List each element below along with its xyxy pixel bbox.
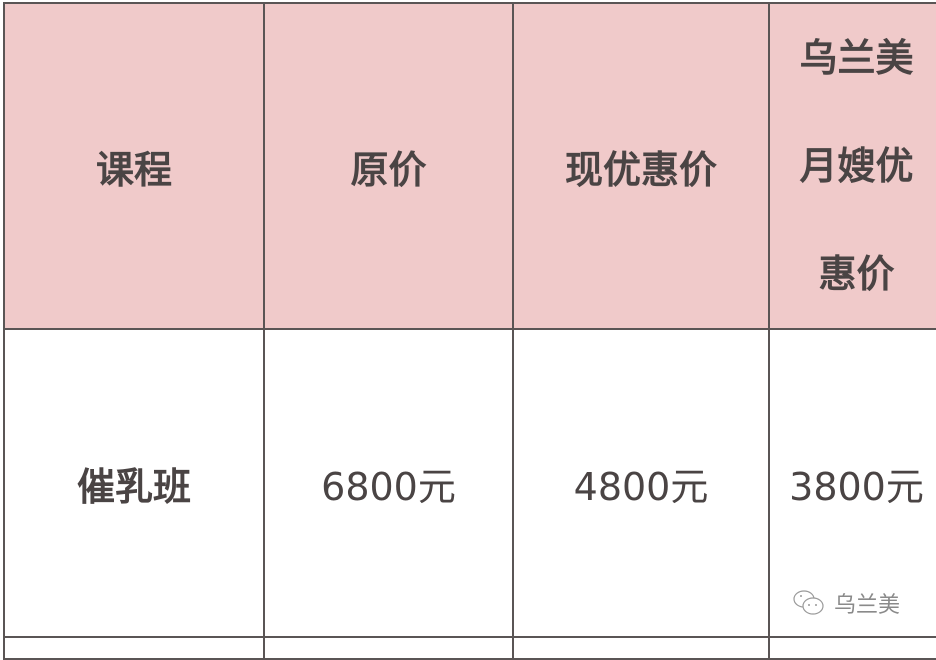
table-row-partial xyxy=(3,636,936,660)
watermark-text: 乌兰美 xyxy=(834,593,901,618)
cell-course: 催乳班 xyxy=(3,328,265,638)
empty-cell xyxy=(768,636,936,660)
header-member-price-line: 月嫂优 xyxy=(799,144,914,188)
watermark: 乌兰美 xyxy=(792,587,900,619)
empty-cell xyxy=(263,636,514,660)
header-row: 课程 原价 现优惠价 乌兰美 月嫂优 惠价 xyxy=(3,2,936,330)
wechat-icon xyxy=(793,590,824,615)
price-table: 课程 原价 现优惠价 乌兰美 月嫂优 惠价 催乳班 6800元 4800元 38… xyxy=(3,2,936,660)
header-original-price: 原价 xyxy=(263,2,514,330)
header-discount-price: 现优惠价 xyxy=(512,2,770,330)
cell-original-price: 6800元 xyxy=(263,328,514,638)
header-member-price-line: 乌兰美 xyxy=(799,36,914,80)
table-row: 催乳班 6800元 4800元 3800元 xyxy=(3,328,936,638)
cell-discount-price: 4800元 xyxy=(512,328,770,638)
cell-member-price: 3800元 xyxy=(768,328,936,638)
empty-cell xyxy=(3,636,265,660)
empty-cell xyxy=(512,636,770,660)
header-member-price-line: 惠价 xyxy=(818,252,895,296)
header-course: 课程 xyxy=(3,2,265,330)
header-member-price: 乌兰美 月嫂优 惠价 xyxy=(768,2,936,330)
